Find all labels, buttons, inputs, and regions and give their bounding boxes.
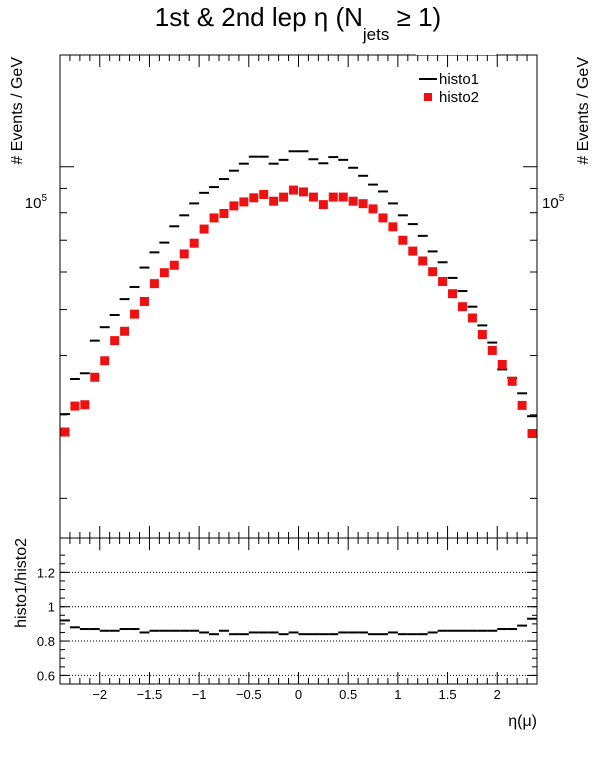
histo2-point xyxy=(378,213,388,223)
legend: histo1 histo2 xyxy=(416,48,496,106)
ratio-y-axis-title: histo1/histo2 xyxy=(13,538,30,628)
legend-marker-histo2 xyxy=(424,93,432,101)
chart-title: 1st & 2nd lep η (Njets ≥ 1) xyxy=(0,2,596,44)
histo2-point xyxy=(358,199,368,209)
x-tick-label: 0.5 xyxy=(339,687,357,702)
y-axis-title-right: # Events / GeV xyxy=(575,57,592,165)
x-axis-title: η(μ) xyxy=(508,713,537,730)
histo2-point xyxy=(159,268,169,278)
histo2-point xyxy=(477,330,487,340)
x-tick-label: 2 xyxy=(494,687,501,702)
histo2-point xyxy=(457,302,467,312)
histo2-point xyxy=(497,359,507,369)
histo2-point xyxy=(110,336,120,346)
ratio-axis-ticks: −2 −1.5 −1 −0.5 0 0.5 1 1.5 2 0.6 0.8 1 1.2 xyxy=(37,538,537,702)
histo2-point xyxy=(259,189,269,199)
histo2-point xyxy=(448,289,458,299)
histo2-point xyxy=(60,427,70,437)
histo2-point xyxy=(169,260,179,270)
histo2-point xyxy=(428,267,438,277)
x-tick-label: 0 xyxy=(295,687,302,702)
histo2-point xyxy=(388,222,398,232)
x-tick-label: −1 xyxy=(192,687,207,702)
histo2-point xyxy=(249,193,259,203)
ratio-marks xyxy=(60,617,537,636)
histo2-point xyxy=(408,246,418,256)
y-tick-label-1e5: 105 xyxy=(25,193,48,212)
histo2-point xyxy=(348,196,358,206)
histo2-point xyxy=(269,196,279,206)
histo2-point xyxy=(418,256,428,266)
histo2-point xyxy=(219,208,229,218)
histo2-point xyxy=(120,326,130,336)
x-tick-label: 1 xyxy=(394,687,401,702)
legend-background xyxy=(416,48,496,55)
histo2-point xyxy=(487,345,497,355)
histo2-point xyxy=(239,197,249,207)
ratio-frame xyxy=(59,537,538,685)
ratio-y-tick-label: 0.8 xyxy=(37,634,55,649)
x-tick-label: −0.5 xyxy=(236,687,262,702)
ratio-y-tick-label: 0.6 xyxy=(37,668,55,683)
histo2-point xyxy=(507,376,517,386)
histo2-point xyxy=(338,192,348,202)
histo2-point xyxy=(130,309,140,319)
main-pad: 105 105 # Events / GeV # Events / GeV hi… xyxy=(9,48,592,539)
histo2-point xyxy=(368,204,378,214)
histo2-point xyxy=(100,356,110,366)
ratio-grid xyxy=(60,571,537,676)
x-tick-label: −1.5 xyxy=(137,687,163,702)
y-axis-title: # Events / GeV xyxy=(9,57,26,165)
histo2-point xyxy=(438,276,448,286)
histo2-point xyxy=(229,201,239,211)
chart-title-subscript: jets xyxy=(362,25,390,44)
ratio-pad: −2 −1.5 −1 −0.5 0 0.5 1 1.5 2 0.6 0.8 1 1.2 histo1/h… xyxy=(13,537,538,730)
histo2-point xyxy=(179,249,189,259)
histo2-point xyxy=(139,296,149,306)
main-frame xyxy=(59,54,538,539)
histo2-point xyxy=(189,238,199,248)
ratio-y-tick-label: 1 xyxy=(48,600,55,615)
histo2-point xyxy=(209,213,219,223)
main-marks xyxy=(60,150,537,438)
x-tick-label: −2 xyxy=(92,687,107,702)
chart-title-main: 1st & 2nd lep η (N xyxy=(154,2,363,32)
histo2-point xyxy=(90,372,100,382)
histo2-point xyxy=(80,400,90,410)
histo2-point xyxy=(298,187,308,197)
histo2-point xyxy=(289,185,299,195)
histo2-point xyxy=(328,192,338,202)
main-axis-ticks xyxy=(60,55,537,538)
y-tick-label-right-1e5: 105 xyxy=(542,193,565,212)
ratio-y-tick-label: 1.2 xyxy=(37,565,55,580)
histo2-point xyxy=(398,235,408,245)
chart-title-suffix: ≥ 1) xyxy=(389,2,442,32)
histo2-point xyxy=(467,313,477,323)
histo2-point xyxy=(279,192,289,202)
histo2-point xyxy=(318,200,328,210)
histo2-point xyxy=(70,401,80,411)
histo2-point xyxy=(308,192,318,202)
legend-label-histo1: histo1 xyxy=(439,71,479,88)
histo2-point xyxy=(527,428,537,438)
legend-label-histo2: histo2 xyxy=(439,89,479,106)
histo2-point xyxy=(199,224,209,234)
x-tick-label: 1.5 xyxy=(439,687,457,702)
histo2-point xyxy=(149,279,159,289)
histo2-point xyxy=(517,400,527,410)
